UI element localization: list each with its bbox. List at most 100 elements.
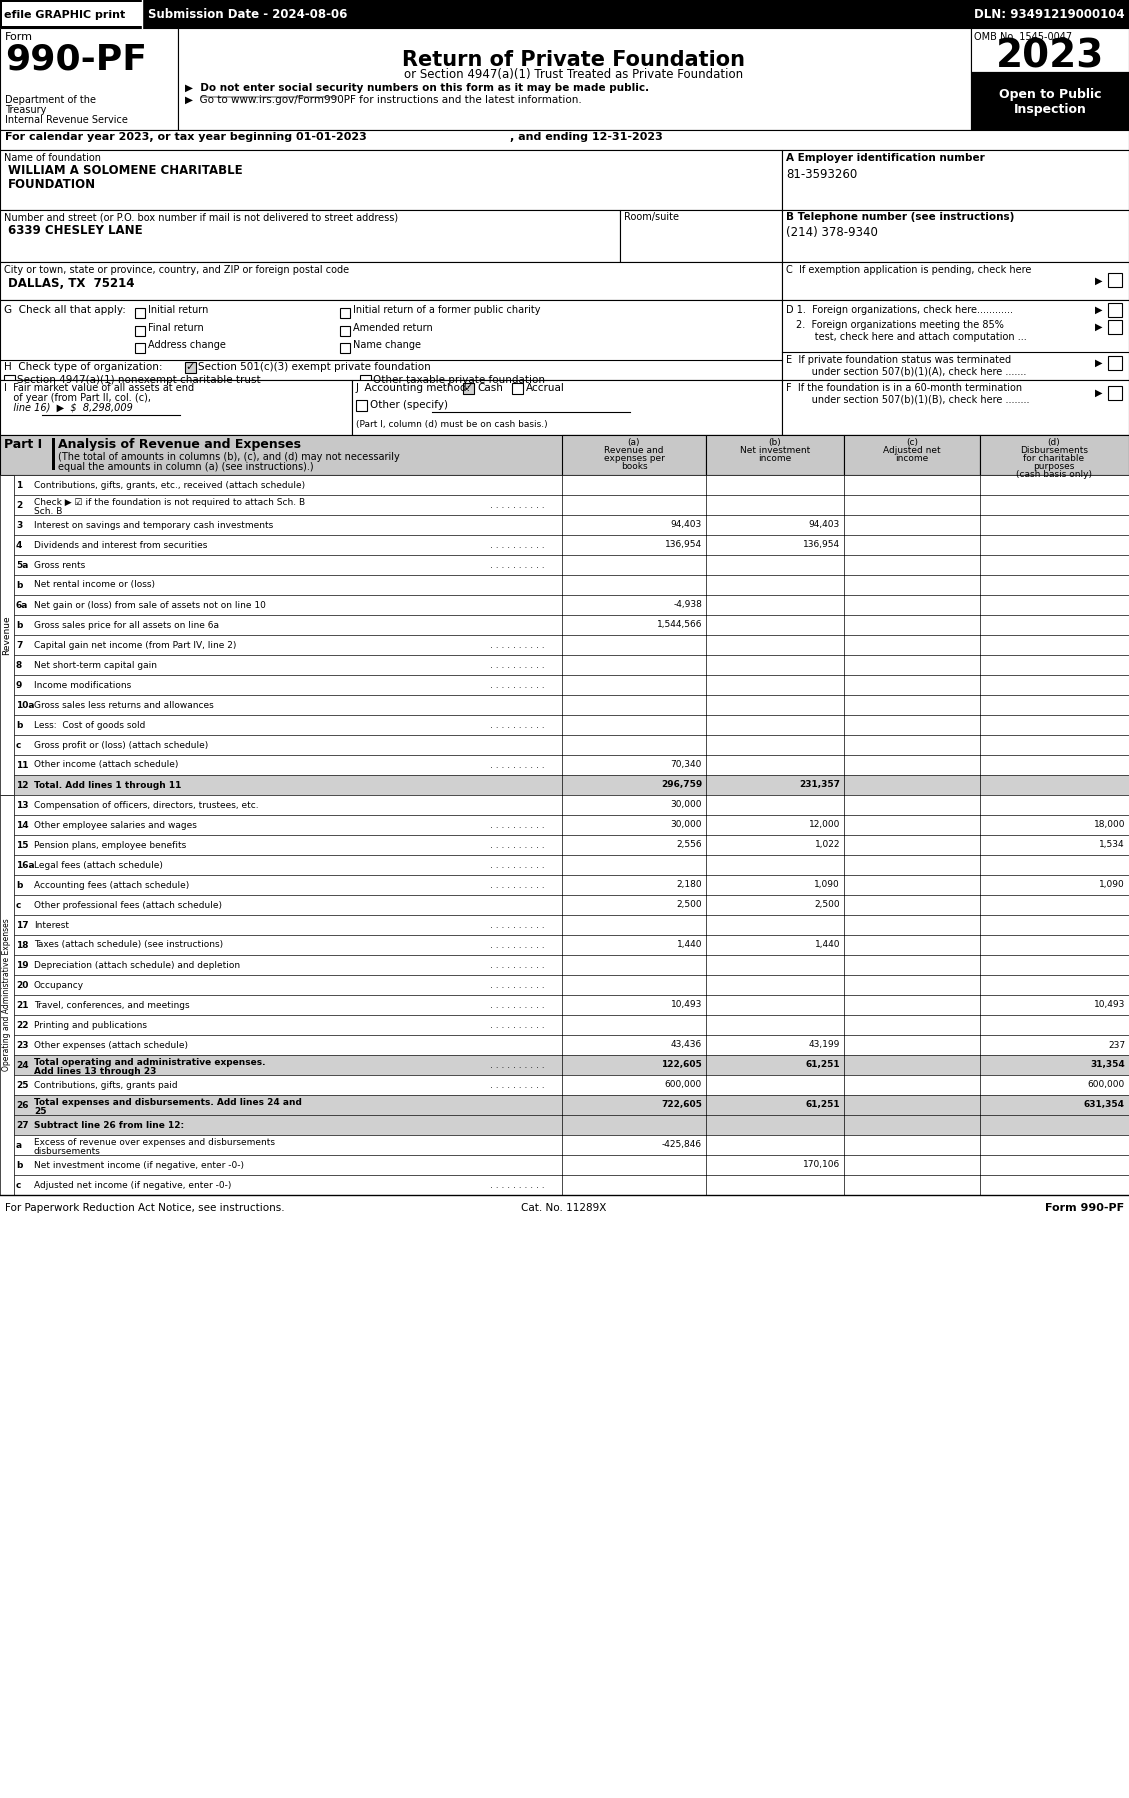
- Bar: [782, 300, 1129, 379]
- Bar: [0, 149, 782, 210]
- Text: Number and street (or P.O. box number if mail is not delivered to street address: Number and street (or P.O. box number if…: [5, 212, 399, 221]
- Text: 27: 27: [16, 1120, 28, 1129]
- Bar: [14, 834, 1129, 856]
- Text: efile GRAPHIC print: efile GRAPHIC print: [5, 11, 125, 20]
- Bar: [14, 915, 1129, 935]
- Bar: [14, 696, 1129, 716]
- Text: Depreciation (attach schedule) and depletion: Depreciation (attach schedule) and deple…: [34, 960, 240, 969]
- Text: Printing and publications: Printing and publications: [34, 1021, 147, 1030]
- Text: . . . . . . . . . .: . . . . . . . . . .: [490, 1000, 544, 1009]
- Text: 12: 12: [16, 780, 28, 789]
- Text: Dividends and interest from securities: Dividends and interest from securities: [34, 541, 208, 550]
- Text: Revenue and: Revenue and: [604, 446, 664, 455]
- Text: Address change: Address change: [148, 340, 226, 351]
- Text: ✓: ✓: [463, 383, 472, 394]
- Bar: [463, 383, 474, 394]
- Bar: [14, 674, 1129, 696]
- Text: Contributions, gifts, grants paid: Contributions, gifts, grants paid: [34, 1081, 177, 1090]
- Text: Legal fees (attach schedule): Legal fees (attach schedule): [34, 861, 163, 870]
- Bar: [980, 435, 1129, 475]
- Text: Excess of revenue over expenses and disbursements: Excess of revenue over expenses and disb…: [34, 1138, 275, 1147]
- Text: 2,500: 2,500: [814, 901, 840, 910]
- Text: Gross rents: Gross rents: [34, 561, 86, 570]
- Text: For Paperwork Reduction Act Notice, see instructions.: For Paperwork Reduction Act Notice, see …: [5, 1203, 285, 1214]
- Bar: [14, 814, 1129, 834]
- Text: Operating and Administrative Expenses: Operating and Administrative Expenses: [2, 919, 11, 1072]
- Bar: [14, 1154, 1129, 1176]
- Text: Taxes (attach schedule) (see instructions): Taxes (attach schedule) (see instruction…: [34, 940, 224, 949]
- Text: 10,493: 10,493: [1094, 1000, 1124, 1009]
- Text: Treasury: Treasury: [5, 104, 46, 115]
- Text: . . . . . . . . . .: . . . . . . . . . .: [490, 1061, 544, 1070]
- Text: 18,000: 18,000: [1094, 820, 1124, 829]
- Text: (c): (c): [905, 439, 918, 448]
- Text: or Section 4947(a)(1) Trust Treated as Private Foundation: or Section 4947(a)(1) Trust Treated as P…: [404, 68, 744, 81]
- Text: B Telephone number (see instructions): B Telephone number (see instructions): [786, 212, 1014, 221]
- Text: 2,556: 2,556: [676, 840, 702, 849]
- Text: books: books: [621, 462, 647, 471]
- Text: ▶  Go to www.irs.gov/Form990PF for instructions and the latest information.: ▶ Go to www.irs.gov/Form990PF for instru…: [185, 95, 581, 104]
- Text: equal the amounts in column (a) (see instructions).): equal the amounts in column (a) (see ins…: [58, 462, 314, 473]
- Text: . . . . . . . . . .: . . . . . . . . . .: [490, 1181, 544, 1190]
- Text: of year (from Part II, col. (c),: of year (from Part II, col. (c),: [5, 394, 151, 403]
- Bar: [14, 595, 1129, 615]
- Text: DLN: 93491219000104: DLN: 93491219000104: [974, 7, 1124, 20]
- Text: 1,090: 1,090: [1100, 881, 1124, 890]
- Text: purposes: purposes: [1033, 462, 1075, 471]
- Bar: [135, 307, 145, 318]
- Text: 23: 23: [16, 1041, 28, 1050]
- Text: . . . . . . . . . .: . . . . . . . . . .: [490, 761, 544, 770]
- Text: 1,440: 1,440: [814, 940, 840, 949]
- Text: Other professional fees (attach schedule): Other professional fees (attach schedule…: [34, 901, 222, 910]
- Bar: [14, 994, 1129, 1016]
- Bar: [562, 435, 706, 475]
- Text: 990-PF: 990-PF: [5, 41, 147, 76]
- Bar: [14, 654, 1129, 674]
- Text: for charitable: for charitable: [1023, 455, 1085, 464]
- Text: 10,493: 10,493: [671, 1000, 702, 1009]
- Text: 25: 25: [16, 1081, 28, 1090]
- Text: C  If exemption application is pending, check here: C If exemption application is pending, c…: [786, 264, 1032, 275]
- Text: Section 4947(a)(1) nonexempt charitable trust: Section 4947(a)(1) nonexempt charitable …: [17, 376, 261, 385]
- Bar: [352, 379, 782, 435]
- Bar: [185, 361, 196, 372]
- Bar: [14, 975, 1129, 994]
- Text: (a): (a): [628, 439, 640, 448]
- Bar: [14, 755, 1129, 775]
- Text: c: c: [16, 741, 21, 750]
- Text: 21: 21: [16, 1000, 28, 1009]
- Text: b: b: [16, 620, 23, 629]
- Bar: [1108, 273, 1122, 288]
- Text: 61,251: 61,251: [805, 1061, 840, 1070]
- Text: disbursements: disbursements: [34, 1147, 100, 1156]
- Text: b: b: [16, 721, 23, 730]
- Text: 13: 13: [16, 800, 28, 809]
- Text: . . . . . . . . . .: . . . . . . . . . .: [490, 541, 544, 550]
- Text: 1,440: 1,440: [676, 940, 702, 949]
- Text: 600,000: 600,000: [665, 1081, 702, 1090]
- Text: Adjusted net: Adjusted net: [883, 446, 940, 455]
- Text: Other income (attach schedule): Other income (attach schedule): [34, 761, 178, 770]
- Text: H  Check type of organization:: H Check type of organization:: [5, 361, 163, 372]
- Text: 9: 9: [16, 680, 23, 689]
- Bar: [0, 475, 14, 795]
- Bar: [14, 1135, 1129, 1154]
- Text: Gross sales less returns and allowances: Gross sales less returns and allowances: [34, 701, 213, 710]
- Text: . . . . . . . . . .: . . . . . . . . . .: [490, 980, 544, 989]
- Text: (b): (b): [769, 439, 781, 448]
- Text: ▶: ▶: [1095, 388, 1103, 397]
- Text: J  Accounting method:: J Accounting method:: [356, 383, 471, 394]
- Text: 122,605: 122,605: [662, 1061, 702, 1070]
- Text: 11: 11: [16, 761, 28, 770]
- Text: Amended return: Amended return: [353, 324, 432, 333]
- Text: City or town, state or province, country, and ZIP or foreign postal code: City or town, state or province, country…: [5, 264, 349, 275]
- Text: ▶: ▶: [1095, 322, 1103, 333]
- Text: Less:  Cost of goods sold: Less: Cost of goods sold: [34, 721, 146, 730]
- Bar: [0, 0, 1129, 29]
- Text: Net gain or (loss) from sale of assets not on line 10: Net gain or (loss) from sale of assets n…: [34, 601, 265, 610]
- Bar: [14, 1115, 1129, 1135]
- Text: c: c: [16, 1181, 21, 1190]
- Text: . . . . . . . . . .: . . . . . . . . . .: [490, 1021, 544, 1030]
- Bar: [340, 343, 350, 352]
- Text: . . . . . . . . . .: . . . . . . . . . .: [490, 881, 544, 890]
